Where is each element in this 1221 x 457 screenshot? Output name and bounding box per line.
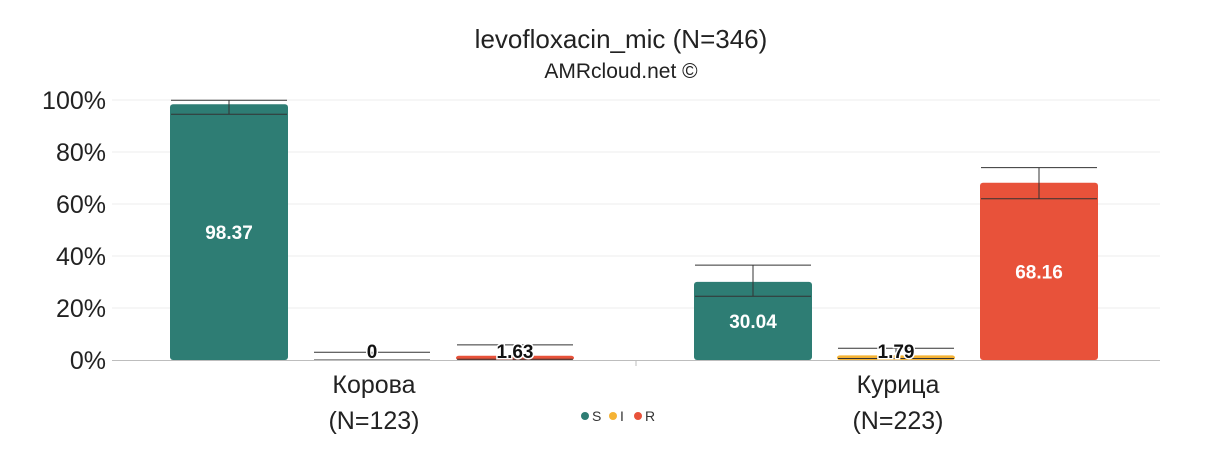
y-tick-label: 20% xyxy=(56,295,106,323)
data-label: 98.37 xyxy=(205,223,253,244)
legend-marker-i xyxy=(609,412,617,420)
x-category-label: Корова xyxy=(332,371,415,399)
data-label: 1.79 xyxy=(878,342,915,363)
bar-s xyxy=(170,104,288,360)
y-tick-label: 0% xyxy=(70,347,106,375)
legend-label-i: I xyxy=(620,408,624,424)
data-label: 30.04 xyxy=(729,312,777,333)
x-axis: Корова (N=123) Курица (N=223) xyxy=(112,360,1160,435)
bars xyxy=(170,104,1098,360)
bar-r xyxy=(980,182,1098,360)
y-tick-label: 60% xyxy=(56,191,106,219)
y-tick-label: 100% xyxy=(42,87,106,115)
data-labels: 98.37 0 1.63 30.04 1.79 68.16 xyxy=(205,223,1063,364)
error-bars xyxy=(171,99,1097,361)
legend-label-s: S xyxy=(592,408,601,424)
x-category-count: (N=123) xyxy=(328,407,419,435)
bar-s xyxy=(694,281,812,360)
legend-marker-s xyxy=(581,412,589,420)
data-label: 1.63 xyxy=(497,342,534,363)
y-axis: 0% 20% 40% 60% 80% 100% xyxy=(42,87,106,375)
data-label: 68.16 xyxy=(1015,262,1063,283)
legend-marker-r xyxy=(634,412,642,420)
y-tick-label: 80% xyxy=(56,139,106,167)
chart-subtitle: AMRcloud.net © xyxy=(544,60,698,83)
chart-title: levofloxacin_mic (N=346) xyxy=(475,24,768,54)
data-label: 0 xyxy=(367,342,378,363)
x-category-count: (N=223) xyxy=(852,407,943,435)
y-tick-label: 40% xyxy=(56,243,106,271)
legend-label-r: R xyxy=(645,408,655,424)
x-category-label: Курица xyxy=(857,371,940,399)
